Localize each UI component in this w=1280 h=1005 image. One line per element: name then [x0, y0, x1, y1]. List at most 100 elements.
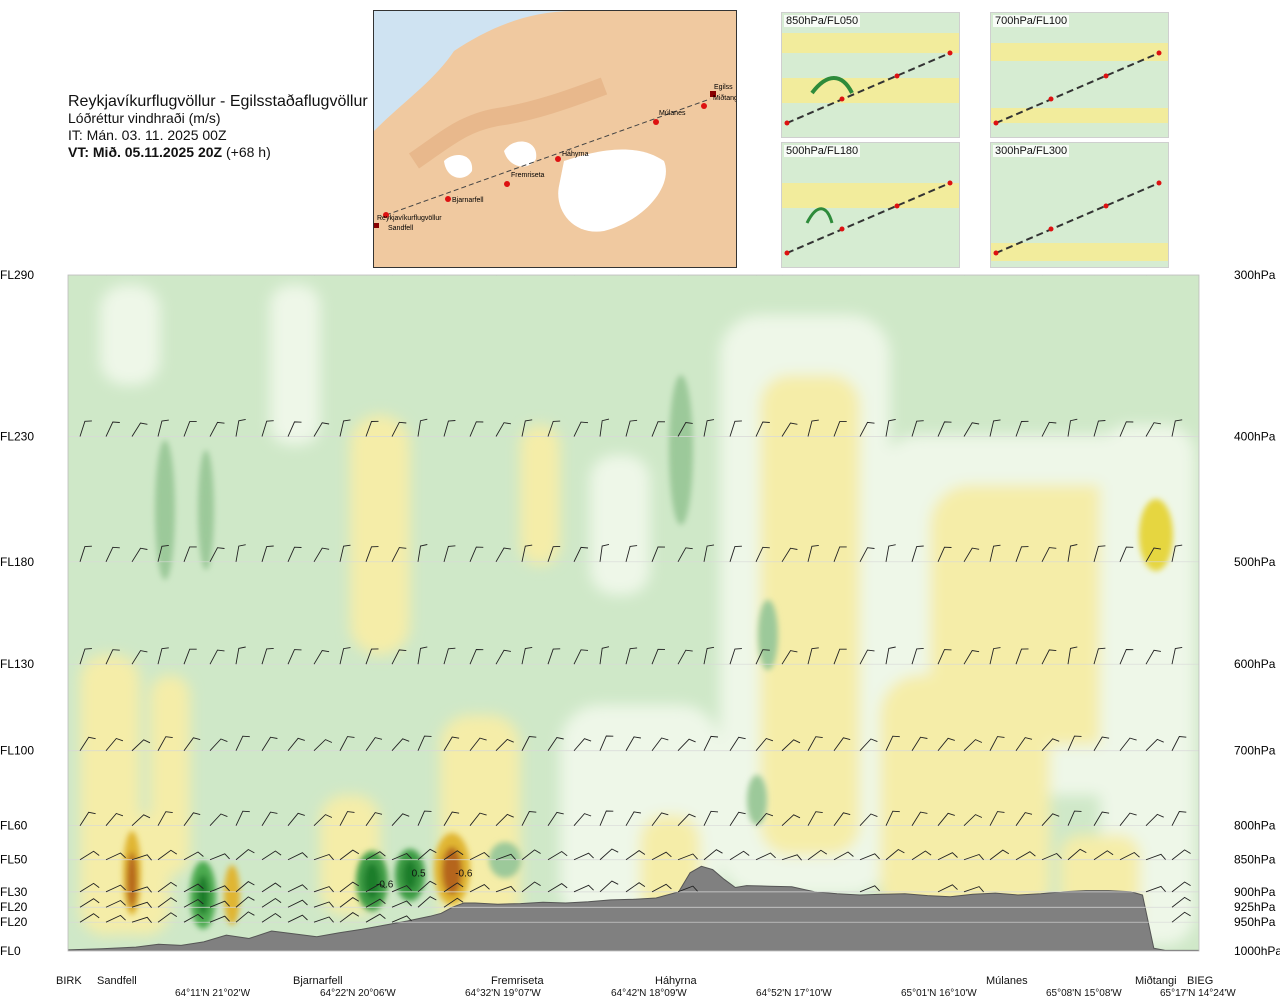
vertical-velocity-field: -0.6 0.5 -0.6: [68, 275, 1199, 951]
wind-barb: [937, 649, 952, 665]
wind-barb: [989, 811, 1005, 826]
wind-barb: [755, 737, 774, 752]
wind-barb: [261, 545, 274, 562]
wind-barb: [1093, 850, 1114, 861]
wind-barb: [235, 848, 255, 861]
wind-barb: [131, 650, 148, 665]
y-right-tick-label: 500hPa: [1234, 555, 1276, 569]
mini-map-700-label: 700hPa/FL100: [993, 15, 1070, 27]
wind-barb: [79, 420, 92, 437]
y-left-tick-label: FL20: [0, 915, 28, 929]
wind-barb: [781, 547, 798, 563]
wind-barb: [105, 812, 124, 827]
wind-barb: [80, 275, 81, 276]
wind-barb: [755, 852, 776, 861]
wind-barb: [261, 736, 278, 751]
wind-barb: [1119, 546, 1134, 562]
wind-barb: [131, 854, 152, 861]
wind-barb: [183, 812, 201, 826]
wind-barb: [391, 547, 407, 563]
wind-barb: [1041, 738, 1060, 752]
wind-barb: [1171, 419, 1183, 437]
wind-barb: [313, 739, 333, 752]
wind-barb: [1041, 649, 1057, 665]
wind-barb: [886, 275, 887, 276]
wind-barb: [79, 913, 100, 923]
wind-barb: [912, 275, 913, 276]
wind-barb: [158, 275, 159, 276]
title-block: Reykjavíkurflugvöllur - Egilsstaðaflugvö…: [68, 93, 368, 161]
wind-barb: [1171, 849, 1191, 861]
wind-barb: [209, 547, 225, 563]
wind-barb: [911, 736, 928, 751]
wind-barb: [262, 275, 263, 276]
wind-barb: [495, 738, 514, 752]
wind-barb: [106, 275, 107, 276]
x-coord-label: 65°17'N 14°24'W: [1160, 988, 1236, 999]
y-axis-left-flight-levels: FL290FL230FL180FL130FL100FL60FL50FL30FL2…: [0, 268, 34, 958]
wind-barb: [599, 735, 614, 751]
mini-map-500: 500hPa/FL180: [781, 142, 960, 268]
wind-barb: [105, 884, 126, 893]
wind-barb: [1172, 275, 1173, 276]
wind-barb: [1094, 275, 1095, 276]
wind-barb: [703, 544, 715, 562]
wind-barb: [1067, 544, 1078, 562]
y-left-tick-label: FL230: [0, 430, 34, 444]
wind-barb: [859, 813, 878, 827]
wind-barb: [600, 275, 601, 276]
wind-barb: [781, 739, 801, 752]
wind-barb: [963, 422, 980, 437]
y-left-tick-label: FL290: [0, 268, 34, 282]
wind-barb: [313, 650, 330, 665]
wind-barb: [313, 422, 330, 437]
wind-barb: [1015, 546, 1029, 562]
y-right-tick-label: 400hPa: [1234, 430, 1276, 444]
wind-barb: [937, 812, 955, 826]
x-station-label: Miðtangi: [1135, 975, 1177, 987]
x-coord-label: 64°52'N 17°10'W: [756, 988, 832, 999]
wind-barb: [781, 422, 798, 437]
wind-barb: [833, 546, 847, 562]
wind-barb: [911, 545, 924, 562]
wind-barb: [989, 849, 1010, 861]
wind-barb: [287, 899, 308, 908]
wind-barb: [547, 648, 561, 665]
wind-barb: [625, 736, 641, 751]
wind-barb: [365, 913, 386, 923]
wind-barb: [1145, 738, 1164, 752]
map-label-mulanes: Múlanes: [659, 110, 686, 117]
wind-barb: [782, 275, 783, 276]
wind-barb: [521, 646, 533, 665]
wind-barb: [1119, 649, 1134, 665]
wind-barb: [287, 546, 302, 562]
wind-barb: [599, 810, 614, 826]
wind-barb: [392, 275, 393, 276]
mini-map-850-label: 850hPa/FL050: [784, 15, 861, 27]
wind-barb: [157, 849, 178, 861]
mini-map-500-svg: [782, 180, 959, 256]
wind-barb: [183, 898, 204, 908]
mini-map-300-label: 300hPa/FL300: [993, 145, 1070, 157]
wind-barb: [573, 813, 592, 827]
wind-barb: [703, 810, 719, 826]
wind-barb: [209, 738, 228, 752]
wind-barb: [391, 649, 407, 665]
mini-map-500-label: 500hPa/FL180: [784, 145, 861, 157]
wind-barb: [313, 886, 334, 893]
wind-barb: [470, 275, 471, 276]
wind-barb: [339, 736, 355, 751]
wind-barb: [547, 883, 568, 893]
wind-barb: [131, 886, 152, 893]
wind-barb: [755, 421, 770, 437]
y-right-tick-label: 1000hPa: [1234, 944, 1280, 958]
wind-barb: [157, 736, 173, 751]
wind-barb: [678, 275, 679, 276]
wind-barb: [521, 544, 533, 562]
wind-barb: [964, 275, 965, 276]
wind-barb: [365, 851, 386, 861]
wind-barb: [781, 650, 798, 665]
wind-barb: [261, 811, 278, 826]
wind-barb: [1171, 881, 1191, 893]
map-label-sandfell: Sandfell: [388, 225, 414, 232]
